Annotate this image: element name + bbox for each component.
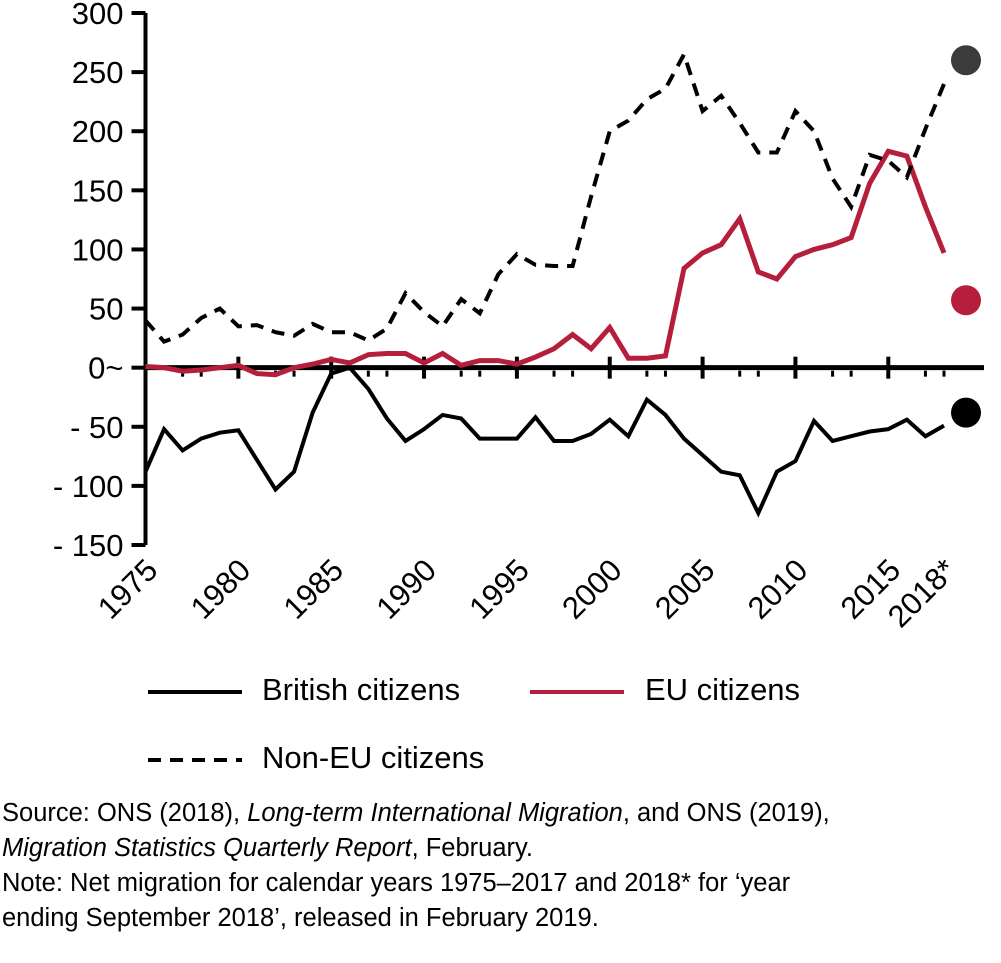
- source-prefix: Source: ONS (2018),: [2, 799, 248, 827]
- y-axis-tick-label: 50: [89, 292, 123, 327]
- x-axis-tick-label: 2010: [741, 552, 815, 626]
- source-line-2: Migration Statistics Quarterly Report, F…: [2, 831, 1001, 866]
- legend-label-0: British citizens: [262, 672, 460, 707]
- x-axis-tick-label: 1990: [369, 552, 443, 626]
- series-line-british-citizens: [143, 365, 945, 518]
- source-suffix-2: , February.: [411, 834, 533, 862]
- source-suffix-1: , and ONS (2019),: [622, 799, 830, 827]
- y-axis-tick-label: - 50: [70, 410, 123, 445]
- end-marker-non-eu-citizens: [951, 45, 981, 76]
- x-axis-tick-label-group: 1995: [462, 552, 536, 626]
- source-line-1: Source: ONS (2018), Long-term Internatio…: [2, 796, 1001, 831]
- legend-label-2: Non-EU citizens: [262, 740, 484, 775]
- end-marker-eu-citizens: [951, 285, 981, 316]
- y-axis-tick-label: 150: [72, 173, 124, 208]
- x-axis-tick-label-group: 2010: [741, 552, 815, 626]
- y-axis-tick-label: - 150: [53, 528, 124, 563]
- x-axis-tick-label: 1975: [91, 552, 165, 626]
- y-axis-tick-label: 100: [72, 232, 124, 267]
- x-axis-tick-label: 1985: [277, 552, 351, 626]
- x-axis-tick-label: 1995: [462, 552, 536, 626]
- y-axis-tick-label: 0~: [88, 351, 123, 386]
- x-axis-tick-label: 2005: [648, 552, 722, 626]
- y-axis-tick-label: 300: [72, 0, 124, 31]
- end-marker-british-citizens: [951, 397, 981, 428]
- series-line-non-eu-citizens: [143, 49, 946, 345]
- x-axis-tick-label-group: 1990: [369, 552, 443, 626]
- x-axis-tick-label-group: 1975: [91, 552, 165, 626]
- legend-label-1: EU citizens: [645, 672, 800, 707]
- x-axis-tick-label: 1980: [184, 552, 258, 626]
- x-axis-tick-label-group: 1985: [277, 552, 351, 626]
- y-axis-tick-label: 200: [72, 114, 124, 149]
- series-line-eu-citizens: [145, 148, 947, 378]
- y-axis-tick-label: 250: [72, 55, 124, 90]
- y-axis-tick-label: - 100: [53, 469, 124, 504]
- x-axis-tick-label-group: 2005: [648, 552, 722, 626]
- x-axis-tick-label-group: 2000: [555, 552, 629, 626]
- x-axis-tick-label: 2000: [555, 552, 629, 626]
- note-line-2: ending September 2018’, released in Febr…: [2, 904, 599, 932]
- note-line-1: Note: Net migration for calendar years 1…: [2, 869, 791, 897]
- x-axis-tick-label-group: 1980: [184, 552, 258, 626]
- figure-notes: Source: ONS (2018), Long-term Internatio…: [2, 796, 1001, 936]
- source-italic-title-1: Long-term International Migration: [247, 799, 623, 827]
- source-italic-title-2: Migration Statistics Quarterly Report: [2, 834, 412, 862]
